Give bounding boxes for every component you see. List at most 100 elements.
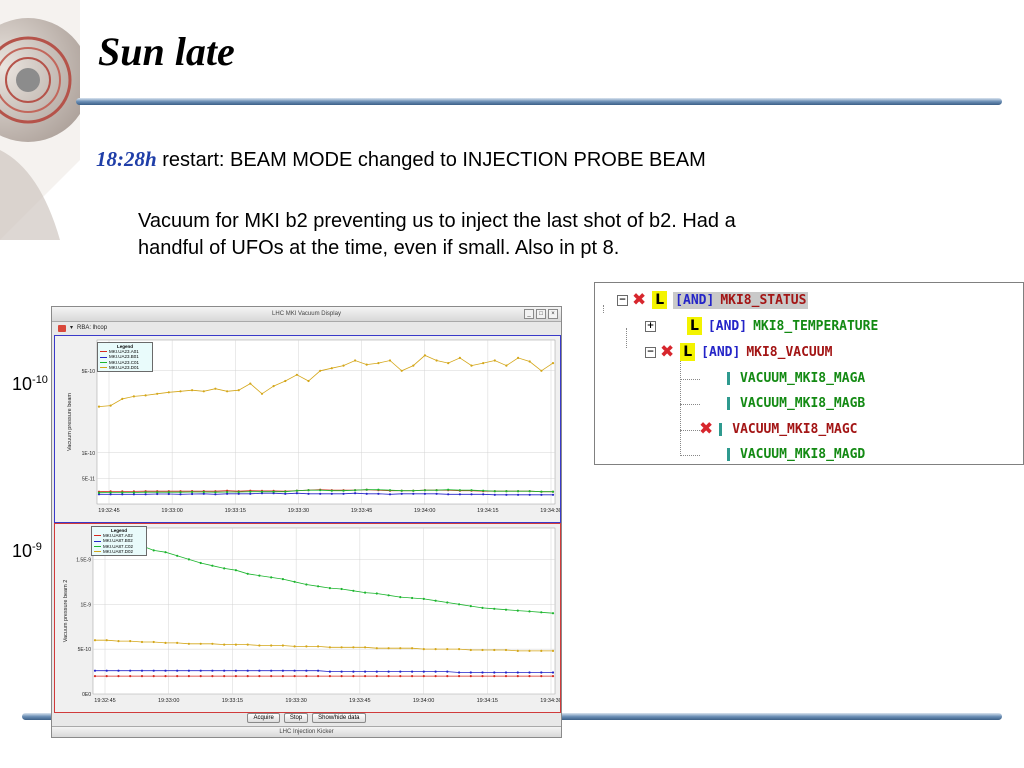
stop-button[interactable]: Stop [283,712,309,723]
logic-icon: L [680,343,696,361]
data-point [97,493,101,496]
x-tick-label: 19:34:15 [477,508,498,514]
dropdown-arrow-icon: ▾ [70,325,74,331]
tree-node-label: [AND] MKI8_STATUS [673,291,809,309]
data-point [226,390,229,393]
data-point [551,649,555,652]
scale-base: 10 [12,374,33,394]
legend-item: MKI.UA23.B01 [100,354,150,359]
data-point [516,675,519,678]
data-point [377,362,380,365]
data-point [109,493,112,496]
data-point [330,367,333,370]
legend-label: MKI.UA23.A01 [109,349,139,355]
tree-row-magc[interactable]: ✖ VACUUM_MKI8_MAGC [699,418,857,440]
data-point [97,491,101,494]
series-line [95,639,553,652]
data-point [458,671,461,674]
data-point [354,492,357,495]
data-point [226,492,229,495]
y-tick-label: 0E0 [82,692,91,698]
tree-connector [680,361,681,456]
data-point [458,603,461,606]
show-hide-data-button[interactable]: Show/hide data [312,712,366,723]
data-point [364,675,367,678]
data-point [281,578,284,581]
legend-label: MKI.UA23.D01 [109,364,140,370]
legend-label: MKI.UA23.C01 [109,359,140,365]
data-point [411,647,414,650]
data-point [223,643,226,646]
data-point [328,646,331,649]
data-point [307,379,310,383]
data-point [93,639,97,642]
tree-row-mki8-vacuum[interactable]: − ✖ L [AND] MKI8_VACUUM [645,341,832,363]
data-point [295,489,298,492]
maximize-button[interactable]: □ [536,309,546,319]
data-point [399,670,402,673]
data-point [446,601,449,604]
data-point [434,648,437,651]
collapse-icon[interactable]: − [617,294,628,306]
scale-exponent: -10 [32,374,48,386]
close-button[interactable]: × [548,309,558,319]
data-point [551,612,555,615]
tree-row-mki8-status[interactable]: − ✖ L [AND] MKI8_STATUS [617,289,809,311]
node-tag: [AND] [707,318,748,334]
data-point [144,491,147,494]
node-name: VACUUM_MKI8_MAGC [732,421,858,437]
data-point [199,675,202,678]
scale-label-top: 10-10 [8,374,52,395]
data-point [469,605,472,608]
data-point [187,669,190,672]
data-point [234,675,237,678]
tree-row-magd[interactable]: VACUUM_MKI8_MAGD [727,443,865,465]
expand-icon[interactable]: + [645,320,656,332]
data-point [387,647,390,650]
data-point [387,675,390,678]
rba-menu[interactable]: ▾ RBA: lhcop [52,322,561,335]
beam1-pressure-chart: 5E-11 1E-10 5E-10 19:32:45 19:33:00 19:33:15 1… [67,339,562,514]
data-point [246,572,249,575]
legend-item: MKI.UA23.D01 [100,365,150,370]
data-point [319,369,322,372]
series-line [95,670,553,673]
data-point [365,488,368,491]
data-point [388,489,392,492]
event-text: restart: BEAM MODE changed to INJECTION … [162,149,706,171]
data-point [319,489,322,492]
tree-row-maga[interactable]: VACUUM_MKI8_MAGA [727,367,865,389]
data-point [540,369,543,372]
legend-item: MKI.UA87.A02 [94,533,144,538]
data-point [93,669,97,672]
data-point [447,493,450,496]
data-point [458,489,461,492]
data-point [434,599,437,602]
data-point [249,382,252,385]
plot-area [96,339,556,505]
data-point [423,492,426,495]
node-name: VACUUM_MKI8_MAGB [740,395,866,411]
tree-row-magb[interactable]: VACUUM_MKI8_MAGB [727,392,865,414]
data-point [505,364,508,367]
data-point [176,641,179,644]
data-point [481,671,484,674]
acquire-button[interactable]: Acquire [247,712,280,723]
data-point [352,670,355,673]
data-point [293,675,296,678]
legend-label: MKI.UA87.C02 [103,543,134,549]
node-tag: [AND] [701,344,741,360]
data-point [307,492,310,495]
minimize-button[interactable]: _ [524,309,534,319]
data-point [202,492,205,495]
tree-row-mki8-temperature[interactable]: + L [AND] MKI8_TEMPERATURE [645,315,878,337]
data-point [540,649,543,652]
data-point [237,492,240,495]
data-point [375,647,378,650]
data-point [214,491,217,494]
data-point [540,490,543,493]
collapse-icon[interactable]: − [645,346,656,358]
data-point [281,675,284,678]
title-divider [76,98,1002,105]
data-point [117,669,120,672]
